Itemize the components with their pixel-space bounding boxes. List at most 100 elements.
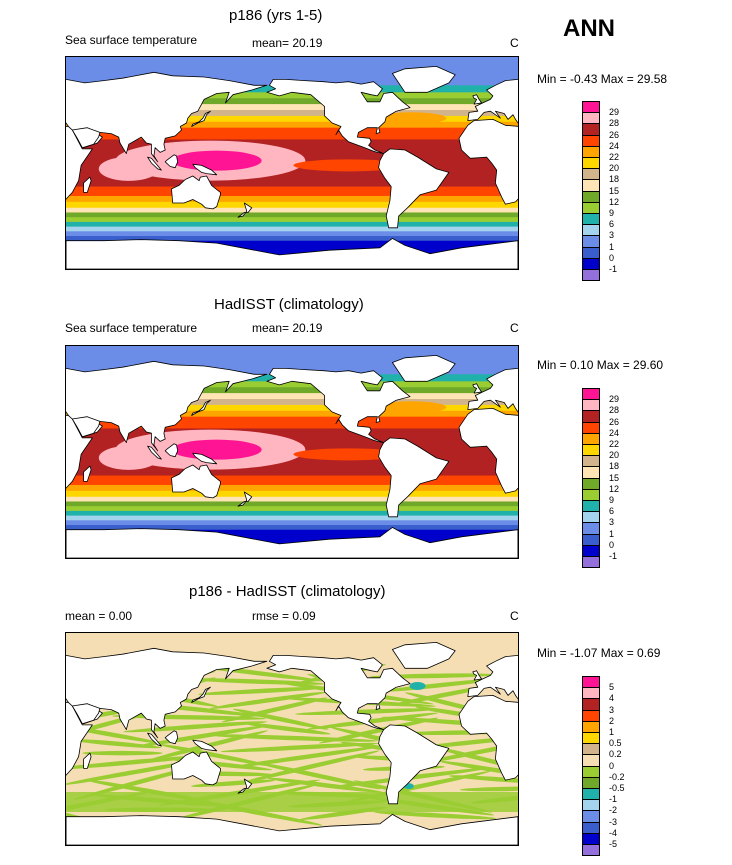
diff-streak xyxy=(158,743,271,767)
coastline xyxy=(472,94,483,105)
coastline xyxy=(164,154,179,169)
coastline xyxy=(147,732,162,747)
diff-streak xyxy=(232,746,380,768)
colorbar-tick-label: 9 xyxy=(609,208,615,218)
gulf-stream xyxy=(376,112,447,125)
colorbar-tick-label: 18 xyxy=(609,174,620,185)
colorbar-tick-label: 29 xyxy=(609,394,620,405)
sst-band xyxy=(66,501,518,507)
colorbar-tick-label: 15 xyxy=(609,472,620,483)
coastline xyxy=(191,399,211,416)
diff-streak xyxy=(381,678,497,692)
sst-band xyxy=(66,484,518,492)
sst-band xyxy=(66,231,518,237)
colorbar-tick-label: 4 xyxy=(609,693,615,704)
map-frame xyxy=(65,56,519,270)
coastline xyxy=(191,686,211,703)
sst-band xyxy=(66,510,518,517)
colorbar-tick-label: 6 xyxy=(609,219,615,230)
sst-band xyxy=(66,496,518,502)
units-label: C xyxy=(510,36,519,50)
rmse-label: rmse = 0.09 xyxy=(252,609,316,623)
mean-label: mean= 20.19 xyxy=(252,36,323,50)
diff-streak xyxy=(197,686,326,695)
sst-band xyxy=(66,381,518,388)
colorbar-tick-label: 2 xyxy=(609,715,615,726)
diff-streak xyxy=(306,712,438,730)
sst-band xyxy=(66,207,518,213)
colorbar-tick-label: 12 xyxy=(609,483,620,494)
panel-title: p186 - HadISST (climatology) xyxy=(189,583,386,600)
coastline xyxy=(66,526,518,558)
diff-streak xyxy=(459,786,518,792)
coastline xyxy=(237,491,253,507)
diff-streak xyxy=(232,708,329,730)
colorbar-tick-label: 3 xyxy=(609,517,615,528)
sst-band xyxy=(66,506,518,512)
diff-streak xyxy=(82,750,163,756)
colorbar-tick-label: 1 xyxy=(609,727,615,737)
sst-band xyxy=(66,475,518,486)
colorbar-tick-label: 28 xyxy=(609,405,620,416)
diff-streak xyxy=(244,750,380,782)
colorbar-swatch xyxy=(582,556,600,569)
diff-streak xyxy=(295,708,438,715)
diff-southern-belt xyxy=(66,792,518,813)
land xyxy=(66,354,518,558)
cold-tongue xyxy=(293,159,404,172)
colorbar-tick-label: 0.2 xyxy=(609,749,622,760)
colorbar-tick-label: 26 xyxy=(609,129,620,140)
colorbar-tick-label: -1 xyxy=(609,794,618,805)
coastline xyxy=(192,163,218,176)
diff-streak xyxy=(220,742,379,753)
sst-band xyxy=(66,490,518,498)
sst-band xyxy=(66,121,518,129)
sst-band xyxy=(66,98,518,105)
diff-streak xyxy=(209,691,327,709)
coastline xyxy=(472,383,483,394)
coastline xyxy=(467,654,518,700)
colorbar-tick-label: 1 xyxy=(609,528,615,539)
coastline xyxy=(378,724,450,805)
sst-band xyxy=(66,236,518,242)
coastline xyxy=(192,452,218,465)
diff-streak xyxy=(71,739,162,749)
variable-label: Sea surface temperature xyxy=(65,321,198,335)
sst-band xyxy=(66,387,518,394)
coastline xyxy=(266,654,411,730)
coastline xyxy=(71,416,101,438)
colorbar-tick-label: 1 xyxy=(609,241,615,252)
colorbar-tick-label: 20 xyxy=(609,450,620,461)
coastline xyxy=(192,739,218,752)
coastline xyxy=(458,119,518,205)
colorbar-tick-label: 0 xyxy=(609,539,615,550)
colorbar-tick-label: 3 xyxy=(609,230,615,241)
min-max-label: Min = -0.43 Max = 29.58 xyxy=(537,72,668,86)
sst-band xyxy=(66,115,518,123)
sst-band xyxy=(66,201,518,209)
units-label: C xyxy=(510,321,519,335)
warm-pool-core xyxy=(171,439,262,460)
coastline xyxy=(458,695,518,781)
cold-tongue xyxy=(293,448,404,461)
sst-band xyxy=(66,520,518,526)
panel-title: HadISST (climatology) xyxy=(214,296,364,313)
coastline xyxy=(378,437,450,518)
colorbar-tick-label: 15 xyxy=(609,185,620,196)
coastline xyxy=(71,127,101,149)
coastline xyxy=(237,202,253,218)
coastline xyxy=(191,110,211,127)
colorbar-tick-label: 20 xyxy=(609,163,620,174)
colorbar-tick-label: -0.5 xyxy=(609,783,625,793)
colorbar-tick-label: 18 xyxy=(609,461,620,472)
colorbar-tick-label: -2 xyxy=(609,805,618,816)
units-label: C xyxy=(510,609,519,623)
map-frame xyxy=(65,345,519,559)
sst-band xyxy=(66,226,518,232)
diff-streak xyxy=(221,697,328,723)
coastline xyxy=(472,670,483,681)
coastline xyxy=(83,465,92,482)
warm-pool xyxy=(98,445,159,470)
colorbar-swatch xyxy=(582,844,600,857)
sst-band xyxy=(66,217,518,223)
